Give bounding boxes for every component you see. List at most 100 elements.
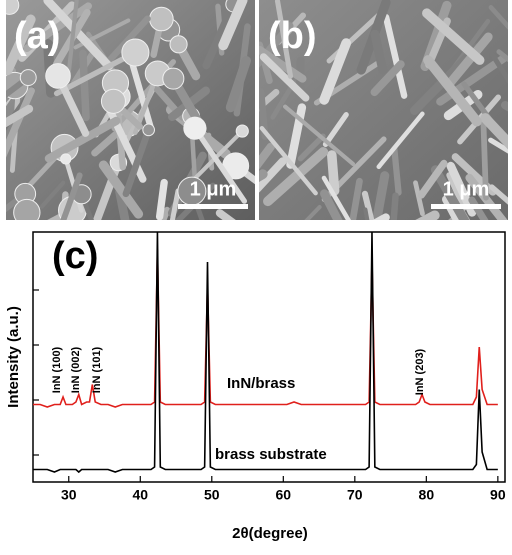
nanorod <box>417 159 448 199</box>
nanorod <box>259 88 280 112</box>
peak-annotation: InN (203) <box>414 348 426 395</box>
nanoball <box>142 123 155 137</box>
nanorod <box>496 49 508 63</box>
plot-frame <box>32 231 506 483</box>
nanorod <box>488 5 508 30</box>
nanorod <box>202 0 238 70</box>
x-tick-label: 80 <box>419 487 435 503</box>
nanoball <box>13 198 41 220</box>
nanoball <box>60 153 72 165</box>
nanorod <box>430 165 470 220</box>
nanoball <box>183 116 207 140</box>
nanoball <box>235 124 249 138</box>
y-axis-label: Intensity (a.u.) <box>5 306 22 408</box>
nanorod <box>349 177 363 220</box>
nanoball <box>19 69 37 87</box>
nanoball <box>162 67 185 90</box>
nanorod <box>79 49 90 122</box>
x-tick-label: 50 <box>204 487 220 503</box>
panel-label: (b) <box>268 15 317 57</box>
nanorod <box>259 125 318 196</box>
nanorod <box>283 104 356 167</box>
series-label: brass substrate <box>215 446 327 463</box>
nanorod <box>66 0 79 76</box>
nanorod <box>390 192 399 220</box>
nanorod <box>192 125 248 204</box>
nanorod <box>391 145 402 196</box>
data-line <box>33 249 498 408</box>
y-minor-ticks <box>33 289 39 456</box>
nanorod <box>295 56 305 116</box>
nanorod <box>259 157 287 193</box>
nanorod <box>23 2 92 53</box>
nanorod <box>448 214 459 220</box>
nanorod <box>415 210 440 220</box>
peak-annotation: InN (002) <box>70 346 82 393</box>
peak-annotation: InN (101) <box>91 346 103 393</box>
nanorod <box>98 160 144 219</box>
nanorod <box>225 55 251 113</box>
nanorod <box>322 112 349 147</box>
nanoball <box>149 6 174 32</box>
nanoball <box>100 88 126 114</box>
scale-bar-label: 1 μm <box>190 178 237 200</box>
nanoball <box>6 0 20 15</box>
nanorod <box>320 189 343 220</box>
nanorod <box>169 188 181 220</box>
nanorod <box>6 14 36 76</box>
nanorod <box>382 14 408 99</box>
nanorod <box>263 147 329 207</box>
scale-bar <box>178 204 248 209</box>
nanorod <box>304 205 322 220</box>
panel-label: (c) <box>52 235 98 277</box>
nanorod <box>79 191 94 220</box>
nanorod <box>423 55 482 127</box>
nanorod <box>159 206 171 220</box>
nanorod <box>489 184 508 205</box>
nanorod <box>361 190 375 220</box>
nanorod <box>259 53 310 102</box>
nanorod <box>60 172 83 220</box>
x-tick-label: 30 <box>61 487 77 503</box>
nanorod <box>297 133 326 162</box>
nanorod <box>259 46 307 83</box>
series-label: InN/brass <box>227 375 295 392</box>
nanorod <box>122 126 152 198</box>
nanorod <box>480 113 508 150</box>
peak-annotation: InN (100) <box>51 346 63 393</box>
nanorod <box>370 29 388 75</box>
x-tick-label: 90 <box>490 487 506 503</box>
nanorod <box>319 38 352 105</box>
nanorod <box>218 0 248 51</box>
nanorod <box>274 0 294 79</box>
nanorod <box>413 180 425 217</box>
nanorod <box>480 119 489 201</box>
nanorod <box>44 116 121 163</box>
data-line <box>33 232 498 474</box>
nanorod <box>446 172 467 211</box>
nanorod <box>6 104 34 128</box>
nanorod <box>259 142 275 170</box>
x-tick-label: 40 <box>132 487 148 503</box>
nanoball <box>121 38 150 67</box>
x-axis-label: 2θ(degree) <box>232 525 308 542</box>
nanorod <box>372 171 390 220</box>
nanorod <box>376 111 425 170</box>
nanorod <box>327 150 340 196</box>
panel-label: (a) <box>14 15 60 57</box>
x-tick-label: 70 <box>347 487 363 503</box>
nanorod <box>155 178 168 220</box>
nanorod <box>321 175 352 220</box>
scale-bar <box>431 204 501 209</box>
nanorod <box>422 8 485 65</box>
nanorod <box>370 60 405 97</box>
nanorod <box>53 49 139 97</box>
nanorod <box>104 15 151 66</box>
nanoball <box>169 35 188 54</box>
nanorod <box>215 209 236 220</box>
nanorod <box>6 87 35 158</box>
nanorod <box>445 32 493 89</box>
nanorod <box>39 180 66 209</box>
x-tick-label: 60 <box>276 487 292 503</box>
